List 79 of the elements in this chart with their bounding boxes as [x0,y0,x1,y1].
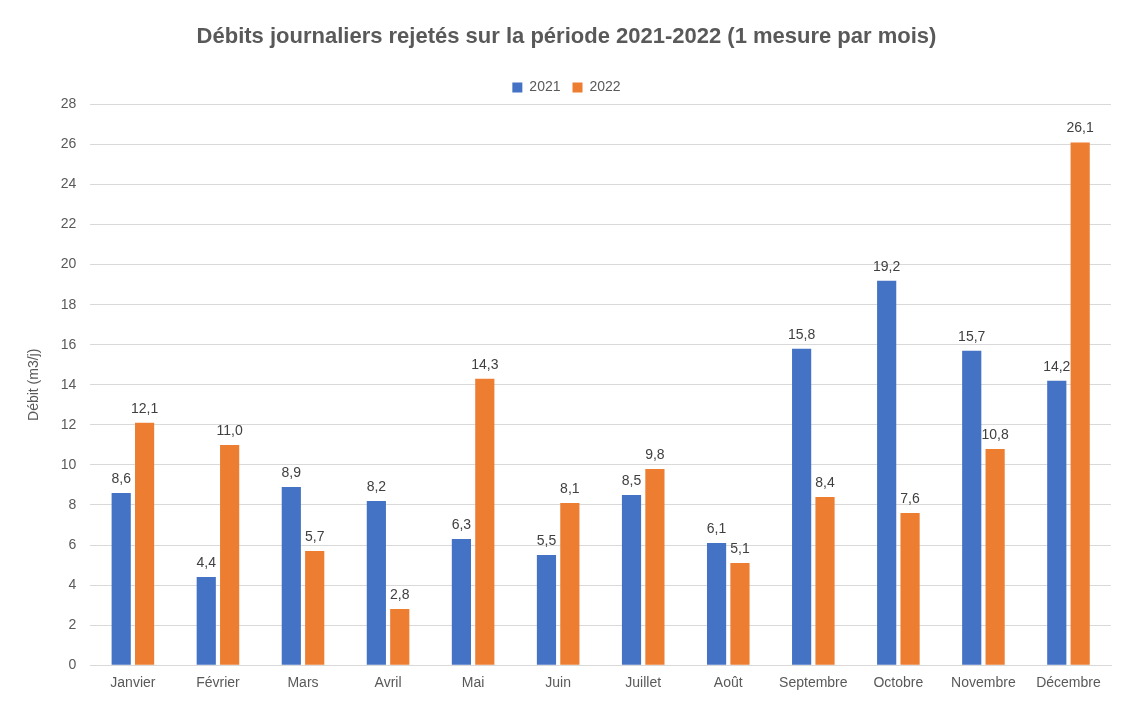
x-tick-label: Avril [374,674,402,691]
x-tick-label: Septembre [779,674,848,691]
bar [560,502,580,665]
data-label: 10,8 [981,425,1009,442]
bar [111,492,131,665]
bar [135,422,155,665]
data-label: 7,6 [900,489,921,506]
data-label: 8,2 [366,477,387,494]
bar [220,444,240,665]
y-tick-label: 8 [68,495,77,512]
bar [390,609,410,665]
data-label: 12,1 [130,399,159,416]
bar [451,539,471,665]
bar [962,350,982,665]
bar [730,563,750,665]
y-tick-label: 22 [60,215,77,232]
data-label: 26,1 [1066,119,1095,136]
data-label: 6,1 [706,519,727,536]
data-label: 11,0 [216,421,243,438]
y-tick-label: 26 [60,135,77,152]
x-tick-label: Mai [461,674,485,691]
y-tick-label: 20 [60,255,77,272]
data-label: 8,1 [560,479,580,496]
data-label: 8,6 [111,469,132,486]
chart-title: Débits journaliers rejetés sur la période 2021-2022 (1 mesure par mois) [196,23,937,49]
x-tick-label: Novembre [951,674,1016,691]
bar [792,348,812,665]
bar [877,280,897,665]
x-tick-label: Juillet [625,674,662,691]
bar [1047,380,1067,665]
bar [196,577,216,665]
data-label: 14,2 [1043,357,1071,374]
bar [366,500,386,665]
x-tick-label: Août [713,674,743,691]
data-label: 19,2 [873,257,901,274]
data-label: 8,5 [621,471,642,488]
bar [621,494,642,665]
data-label: 5,5 [536,531,557,548]
legend-label: 2021 [529,78,561,95]
data-label: 14,3 [471,355,499,372]
y-tick-label: 4 [68,575,77,592]
bar [305,551,325,665]
bar [985,448,1005,665]
data-label: 8,9 [281,463,302,480]
bar [815,496,835,665]
x-tick-label: Décembre [1036,674,1101,691]
bar [706,543,727,665]
data-label: 5,7 [304,527,325,544]
data-label: 6,3 [451,515,472,532]
x-tick-label: Juin [545,674,571,691]
y-tick-label: 10 [60,455,77,472]
bar [1070,142,1090,665]
y-tick-label: 12 [60,415,77,432]
data-label: 8,4 [815,473,835,490]
y-tick-label: 0 [68,656,77,673]
y-tick-label: 2 [68,616,77,632]
y-tick-label: 28 [60,95,77,112]
bar [536,555,557,665]
x-tick-label: Mars [287,674,319,691]
bar [475,378,495,665]
data-label: 4,4 [196,553,217,570]
data-label: 2,8 [390,585,410,602]
y-tick-label: 24 [60,175,77,192]
data-label: 15,7 [958,327,986,344]
x-tick-label: Janvier [110,674,156,691]
y-tick-label: 18 [60,295,77,312]
bar [645,468,665,665]
y-tick-label: 16 [60,335,77,352]
data-label: 5,1 [730,539,750,556]
data-label: 9,8 [645,445,665,462]
y-tick-label: 6 [68,535,77,552]
y-axis-title: Débit (m3/j) [25,348,42,421]
bar [900,512,920,665]
x-tick-label: Février [196,674,241,691]
legend-label: 2022 [589,78,621,95]
bar [281,486,301,665]
data-label: 15,8 [788,325,816,342]
y-tick-label: 14 [60,375,77,392]
x-tick-label: Octobre [873,674,924,691]
